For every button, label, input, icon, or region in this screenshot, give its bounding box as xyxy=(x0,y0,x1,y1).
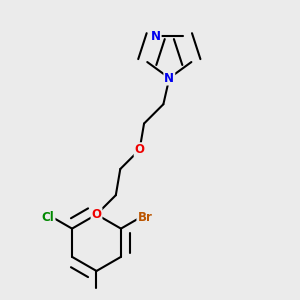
Text: N: N xyxy=(151,30,161,43)
Text: Cl: Cl xyxy=(42,212,55,224)
Text: O: O xyxy=(92,208,101,221)
Text: Br: Br xyxy=(137,212,152,224)
Text: O: O xyxy=(135,143,145,156)
Text: N: N xyxy=(164,72,174,85)
